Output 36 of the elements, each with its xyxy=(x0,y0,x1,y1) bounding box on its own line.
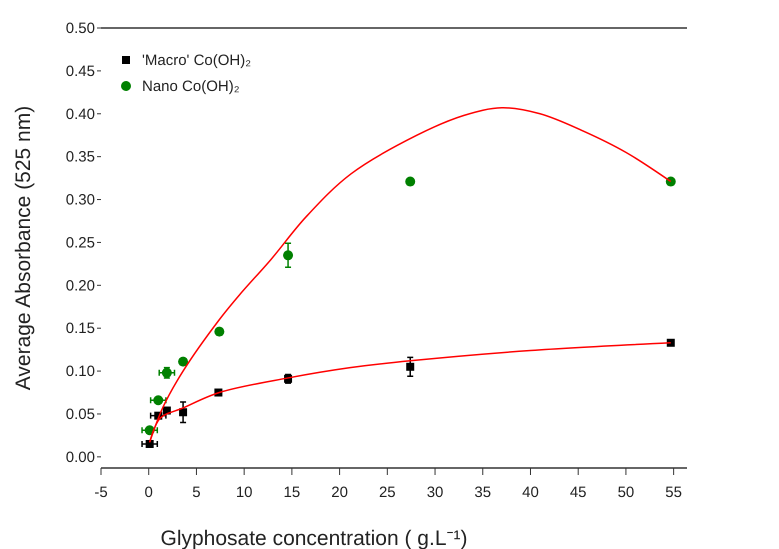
x-tick-label: 50 xyxy=(618,484,634,501)
x-tick-label: 30 xyxy=(426,484,444,501)
point xyxy=(666,338,675,347)
x-tick-label: 45 xyxy=(570,484,587,501)
x-tick-label: 25 xyxy=(378,484,396,501)
x-tick-label: 55 xyxy=(665,484,682,501)
y-tick-label: 0.15 xyxy=(66,320,95,338)
point xyxy=(179,408,188,416)
y-tick-label: 0.50 xyxy=(66,20,95,37)
legend-label: Nano Co(OH)₂ xyxy=(142,78,240,95)
y-axis-title: Average Absorbance (525 nm) xyxy=(12,106,35,390)
point xyxy=(406,362,414,371)
point xyxy=(178,356,188,367)
y-tick-label: 0.05 xyxy=(66,406,95,423)
x-tick-label: 0 xyxy=(144,484,153,501)
point xyxy=(153,395,164,406)
legend-label: 'Macro' Co(OH)₂ xyxy=(142,52,252,69)
y-tick-label: 0.30 xyxy=(66,192,95,209)
y-tick-label: 0.25 xyxy=(66,234,95,252)
y-tick-label: 0.35 xyxy=(66,148,95,166)
x-tick-label: -5 xyxy=(94,484,108,501)
y-tick-label: 0.20 xyxy=(66,277,95,294)
y-tick-label: 0.00 xyxy=(66,448,95,466)
y-tick-label: 0.10 xyxy=(66,363,95,380)
point xyxy=(146,440,154,448)
point xyxy=(283,250,294,260)
x-tick-label: 10 xyxy=(236,484,253,501)
x-tick-label: 35 xyxy=(474,484,492,501)
x-tick-label: 20 xyxy=(331,484,348,501)
y-tick-label: 0.45 xyxy=(66,62,95,80)
y-tick-label: 0.40 xyxy=(66,106,95,123)
x-tick-label: 40 xyxy=(522,484,539,501)
point xyxy=(405,176,416,187)
x-tick-label: 5 xyxy=(192,484,201,501)
x-tick-label: 15 xyxy=(284,484,300,501)
x-axis-title: Glyphosate concentration ( g.L⁻¹) xyxy=(160,527,468,549)
